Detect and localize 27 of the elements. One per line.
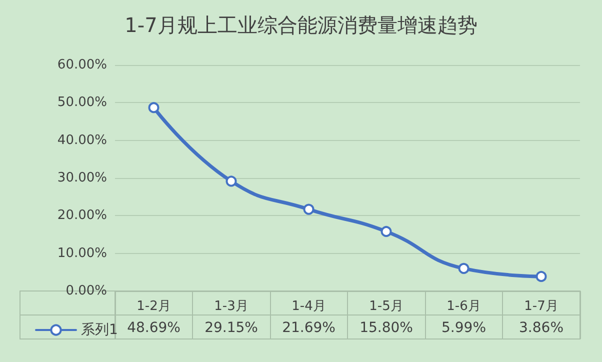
data-label: 5.99% [442,320,486,336]
y-tick-label: 60.00% [57,58,107,72]
x-tick-label: 1-4月 [292,299,326,314]
data-label: 3.86% [519,320,564,336]
y-tick-label: 50.00% [57,95,107,110]
data-label: 15.80% [360,320,413,336]
y-tick-label: 20.00% [57,208,107,224]
point [536,270,547,282]
point [303,204,314,215]
y-tick-label: 40.00% [57,132,107,148]
point [458,262,470,274]
data-label: 29.15% [204,320,258,336]
legend-label: 系列1 [81,322,118,338]
data-label: 21.69% [282,320,336,336]
point [380,226,392,237]
x-tick-label: 1-7月 [524,299,558,314]
y-tick-label: 0.00% [66,284,107,298]
point [148,102,160,114]
data-label: 48.69% [127,320,180,336]
x-tick-label: 1-2月 [136,299,171,314]
point [226,176,237,187]
y-tick-label: 10.00% [57,246,107,261]
x-tick-label: 1-5月 [369,299,404,314]
chart-title: 1-7月规上工业综合能源消费量增速趋势 [124,13,478,37]
y-tick-label: 30.00% [57,170,107,186]
x-tick-label: 1-6月 [446,299,481,314]
x-tick-label: 1-3月 [214,299,248,314]
